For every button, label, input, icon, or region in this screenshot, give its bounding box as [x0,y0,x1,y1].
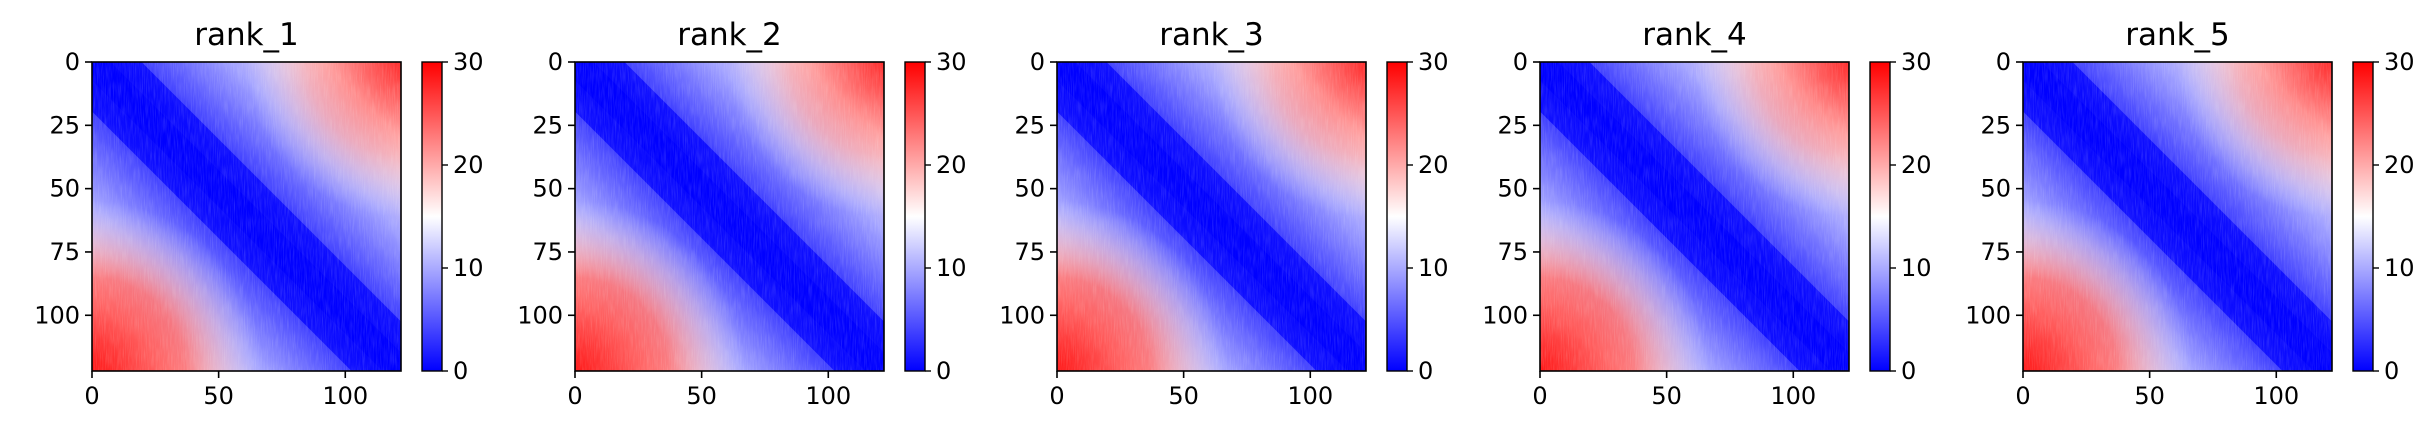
x-tick-label: 100 [1287,382,1333,410]
x-tick-label: 0 [1532,382,1547,410]
x-tick-label: 50 [1168,382,1199,410]
x-tick-label: 100 [2253,382,2299,410]
heatmap-panel: rank_5 0 50 100 0 25 50 75 100 0 10 20 30 [1965,17,2414,410]
colorbar-tick-label: 30 [2384,48,2415,76]
colorbar-tick-label: 30 [1418,48,1449,76]
heatmap-frame [91,61,402,372]
colorbar-tick-label: 0 [2384,357,2399,385]
colorbar-tick-label: 20 [1418,151,1449,179]
y-tick-label: 75 [532,238,563,266]
y-tick-label: 50 [1497,175,1528,203]
heatmap-texture [2023,62,2332,371]
colorbar [2352,61,2374,372]
y-tick-label: 0 [1513,48,1528,76]
x-tick-label: 100 [322,382,368,410]
y-tick-label: 50 [1014,175,1045,203]
y-tick-label: 0 [1030,48,1045,76]
heatmap-frame [574,61,885,372]
panel-title: rank_3 [1159,17,1264,53]
colorbar-tick-label: 10 [453,254,484,282]
x-tick-label: 50 [203,382,234,410]
colorbar-tick-label: 20 [453,151,484,179]
y-tick-label: 25 [1014,111,1045,139]
colorbar-tick-label: 10 [936,254,967,282]
heatmap-panel: rank_3 0 50 100 0 25 50 75 100 0 10 20 30 [999,17,1448,410]
y-tick-label: 75 [49,238,80,266]
panel-title: rank_1 [194,17,299,53]
heatmap-texture [1057,62,1366,371]
x-tick-label: 50 [686,382,717,410]
colorbar-tick-label: 0 [1901,357,1916,385]
colorbar-tick-label: 10 [2384,254,2415,282]
y-tick-label: 25 [49,111,80,139]
y-tick-label: 75 [1497,238,1528,266]
y-tick-label: 25 [1980,111,2011,139]
x-tick-label: 0 [84,382,99,410]
colorbar-tick-label: 20 [2384,151,2415,179]
heatmap-frame [1056,61,1367,372]
heatmap-frame [2022,61,2333,372]
heatmap-panel: rank_4 0 50 100 0 25 50 75 100 0 10 20 30 [1482,17,1931,410]
y-tick-label: 50 [49,175,80,203]
y-tick-label: 50 [1980,175,2011,203]
y-tick-label: 100 [1965,301,2011,329]
x-tick-label: 0 [1049,382,1064,410]
heatmap-frame [1539,61,1850,372]
y-tick-label: 0 [548,48,563,76]
y-tick-label: 25 [532,111,563,139]
colorbar-tick-label: 30 [1901,48,1932,76]
colorbar [904,61,926,372]
colorbar-tick-label: 30 [453,48,484,76]
x-tick-label: 50 [1651,382,1682,410]
y-tick-label: 100 [1482,301,1528,329]
panel-title: rank_2 [677,17,782,53]
y-tick-label: 25 [1497,111,1528,139]
colorbar [1869,61,1891,372]
panel-title: rank_4 [1642,17,1747,53]
x-tick-label: 0 [2015,382,2030,410]
heatmap-texture [92,62,401,371]
colorbar-tick-label: 20 [1901,151,1932,179]
heatmap-texture [1540,62,1849,371]
heatmap-panel: rank_1 0 50 100 0 25 50 75 100 0 10 20 30 [34,17,483,410]
x-tick-label: 100 [805,382,851,410]
y-tick-label: 75 [1980,238,2011,266]
panel-title: rank_5 [2125,17,2230,53]
x-tick-label: 50 [2134,382,2165,410]
colorbar [1386,61,1408,372]
y-tick-label: 0 [1996,48,2011,76]
y-tick-label: 50 [532,175,563,203]
colorbar-tick-label: 0 [1418,357,1433,385]
colorbar-tick-label: 20 [936,151,967,179]
colorbar [421,61,443,372]
colorbar-tick-label: 30 [936,48,967,76]
y-tick-label: 100 [34,301,80,329]
x-tick-label: 0 [567,382,582,410]
colorbar-tick-label: 0 [936,357,951,385]
y-tick-label: 100 [999,301,1045,329]
heatmap-texture [575,62,884,371]
heatmap-panel: rank_2 0 50 100 0 25 50 75 100 0 10 20 30 [517,17,966,410]
y-tick-label: 75 [1014,238,1045,266]
colorbar-tick-label: 0 [453,357,468,385]
y-tick-label: 100 [517,301,563,329]
y-tick-label: 0 [65,48,80,76]
colorbar-tick-label: 10 [1901,254,1932,282]
colorbar-tick-label: 10 [1418,254,1449,282]
x-tick-label: 100 [1770,382,1816,410]
